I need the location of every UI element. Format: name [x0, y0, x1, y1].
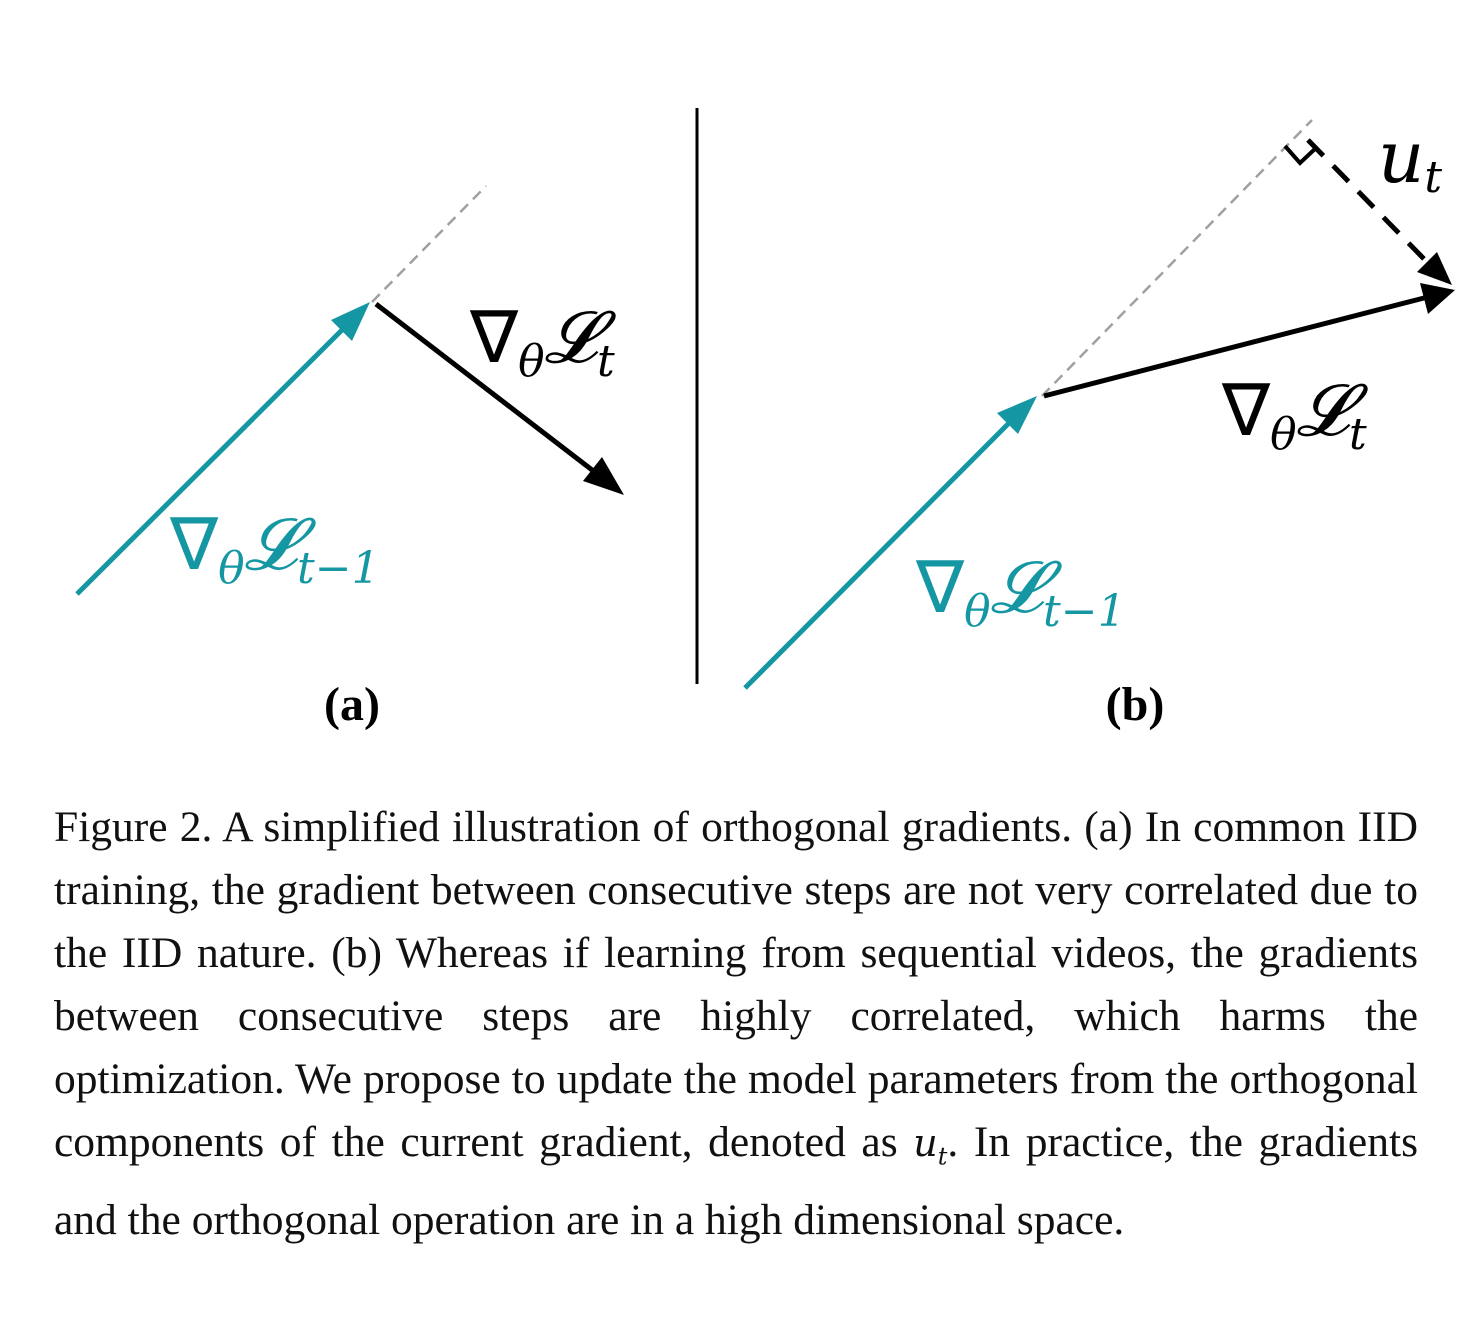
panel-a-prev-gradient-arrowhead	[331, 302, 370, 341]
panel-b: ut ∇θ𝓛t ∇θ𝓛t−1 (b)	[743, 115, 1455, 731]
caption-math-ut: ut	[913, 1121, 947, 1171]
panel-a-prev-gradient-line	[75, 324, 348, 596]
panel-b-right-angle-marker	[1283, 144, 1319, 166]
panel-b-label: (b)	[1106, 678, 1165, 731]
panel-a-label: (a)	[324, 678, 380, 731]
panel-b-curr-gradient-line	[1043, 295, 1425, 399]
caption-math-u: u	[913, 1121, 938, 1165]
panel-b-prev-gradient-arrowhead	[997, 396, 1037, 434]
orthogonal-gradients-diagram: ∇θ𝓛t ∇θ𝓛t−1 (a) ut ∇θ𝓛t ∇θ𝓛t−1 (b)	[75, 108, 1455, 731]
panel-b-orthogonal-label: ut	[1378, 115, 1442, 203]
panel-b-prev-gradient-label: ∇θ𝓛t−1	[915, 545, 1126, 637]
panel-b-extension-dashed-line	[1041, 119, 1313, 397]
caption-math-sub: t	[937, 1142, 948, 1171]
panel-a: ∇θ𝓛t ∇θ𝓛t−1 (a)	[75, 185, 624, 731]
panel-a-extension-dashed-line	[371, 185, 487, 303]
caption-text-part1: Figure 2. A simplified illustration of o…	[54, 803, 1418, 1166]
panel-a-curr-gradient-arrowhead	[583, 457, 624, 495]
panel-b-prev-gradient-line	[743, 418, 1014, 690]
panel-b-orthogonal-dashed-line	[1306, 138, 1429, 264]
panel-b-curr-gradient-arrowhead	[1420, 283, 1455, 314]
panel-a-curr-gradient-line	[374, 302, 598, 475]
panel-a-prev-gradient-label: ∇θ𝓛t−1	[169, 502, 380, 594]
panel-b-orthogonal-arrowhead	[1417, 252, 1452, 285]
panel-a-curr-gradient-label: ∇θ𝓛t	[469, 295, 617, 387]
panel-b-curr-gradient-label: ∇θ𝓛t	[1221, 368, 1369, 460]
figure-caption: Figure 2. A simplified illustration of o…	[54, 796, 1418, 1252]
caption-text-part2: . In practice, the gradients and the ort…	[54, 1118, 1418, 1244]
